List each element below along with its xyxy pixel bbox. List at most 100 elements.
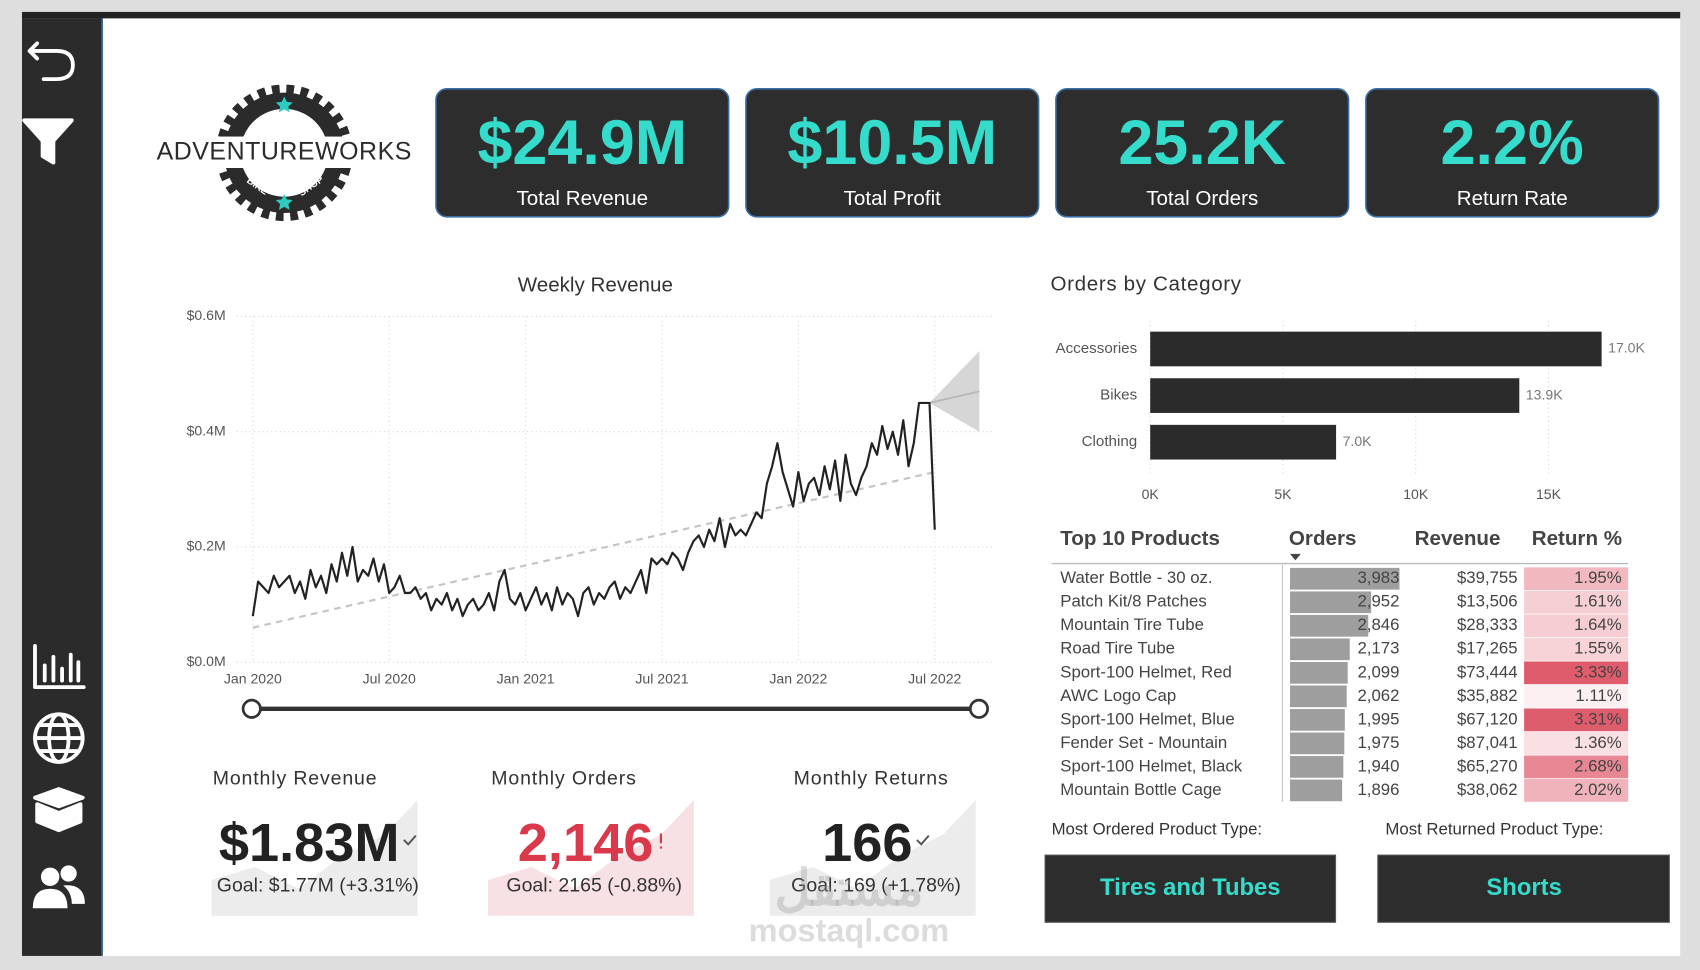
x-tick-label: Jan 2022 — [769, 670, 827, 686]
callout-box — [1044, 854, 1337, 923]
x-tick-label: Jan 2021 — [497, 670, 555, 686]
orders-cell: 2,062 — [1357, 686, 1399, 705]
revenue-cell: $65,270 — [1457, 756, 1518, 775]
return-cell-bg — [1524, 684, 1629, 708]
orders-bar — [1290, 661, 1348, 684]
kpi-label: Total Profit — [844, 187, 941, 210]
column-header[interactable]: Return % — [1532, 527, 1622, 550]
return-cell-bg — [1524, 779, 1629, 802]
product-icon[interactable] — [33, 787, 85, 833]
value-label: 17.0K — [1608, 340, 1645, 356]
slider-handle[interactable] — [968, 698, 989, 719]
logo-text: ADVENTUREWORKS — [157, 137, 412, 165]
callout-label: Most Returned Product Type: — [1385, 820, 1603, 839]
product-name: Sport-100 Helmet, Blue — [1060, 709, 1234, 728]
callout-label: Most Ordered Product Type: — [1052, 820, 1263, 839]
goal-check — [916, 834, 930, 846]
kpi-card — [435, 88, 730, 218]
sparkline-bg — [769, 799, 976, 916]
card-title: Monthly Returns — [794, 767, 949, 789]
kpi-card — [745, 88, 1040, 218]
logo-band — [162, 136, 406, 168]
value-label: 13.9K — [1526, 386, 1563, 402]
orders-bar — [1290, 638, 1350, 661]
x-tick-label: Jul 2021 — [635, 670, 688, 686]
callout-value: Shorts — [1486, 874, 1561, 901]
category-label: Accessories — [1056, 340, 1138, 357]
return-cell: 1.64% — [1574, 615, 1622, 634]
card-goal: Goal: $1.77M (+3.31%) — [217, 875, 419, 897]
back-icon[interactable] — [27, 41, 75, 82]
x-tick-label: 0K — [1142, 486, 1160, 502]
column-header[interactable]: Orders — [1289, 527, 1356, 550]
orders-bar — [1290, 732, 1345, 755]
revenue-cell: $17,265 — [1457, 639, 1518, 658]
return-cell: 2.68% — [1574, 756, 1622, 775]
value-label: 7.0K — [1343, 433, 1373, 449]
orders-cell: 1,940 — [1357, 756, 1399, 775]
date-slider[interactable] — [241, 698, 989, 719]
sparkline-bg — [211, 799, 418, 916]
kpi-label: Total Orders — [1146, 187, 1258, 210]
category-label: Bikes — [1100, 387, 1137, 404]
orders-bar — [1290, 685, 1347, 708]
return-cell-bg — [1524, 567, 1629, 591]
bar-chart: 0K 5K 10K 15K Accessories 17.0K Bikes 13.9K Clot… — [1056, 320, 1646, 502]
x-tick-label: 10K — [1403, 486, 1429, 502]
top-bar — [21, 11, 1681, 19]
revenue-cell: $73,444 — [1457, 662, 1518, 681]
orders-bar — [1290, 709, 1345, 731]
kpi-value: $24.9M — [477, 108, 687, 178]
return-cell: 3.33% — [1574, 662, 1622, 681]
logo-star — [275, 96, 293, 113]
slider-handle[interactable] — [241, 698, 262, 719]
line-chart: $0.0M $0.2M $0.4M $0.6M Jan 2020 Jul 2020 Jan … — [187, 307, 992, 686]
watermark: mostaql.com — [749, 913, 949, 949]
return-cell: 1.11% — [1575, 686, 1621, 705]
kpi-card — [1365, 88, 1660, 218]
customers-icon[interactable] — [32, 865, 85, 909]
filter-icon[interactable] — [22, 118, 74, 165]
revenue-cell: $35,882 — [1457, 686, 1518, 705]
x-tick-label: Jul 2020 — [363, 670, 416, 686]
orders-cell: 1,995 — [1357, 709, 1399, 728]
revenue-cell: $87,041 — [1457, 733, 1518, 752]
return-cell-bg — [1524, 614, 1629, 638]
globe-icon[interactable] — [33, 712, 85, 764]
x-tick-label: 15K — [1536, 486, 1562, 502]
orders-bar — [1290, 756, 1344, 778]
chart-title: Weekly Revenue — [518, 274, 673, 297]
orders-bar — [1290, 567, 1400, 590]
kpi-value: 2.2% — [1441, 108, 1584, 178]
bar — [1150, 378, 1520, 413]
product-name: Sport-100 Helmet, Black — [1060, 756, 1242, 775]
return-cell-bg — [1524, 637, 1629, 661]
y-tick-label: $0.6M — [187, 307, 226, 323]
forecast-line — [929, 390, 980, 404]
product-name: AWC Logo Cap — [1060, 686, 1176, 705]
orders-cell: 3,983 — [1357, 568, 1399, 587]
orders-bar — [1290, 779, 1343, 802]
return-cell: 1.36% — [1574, 733, 1622, 752]
report-icon[interactable] — [33, 644, 86, 690]
orders-cell: 2,952 — [1357, 592, 1399, 611]
product-name: Sport-100 Helmet, Red — [1060, 662, 1232, 681]
column-header[interactable]: Revenue — [1415, 527, 1501, 550]
return-cell-bg — [1524, 590, 1629, 614]
forecast-band — [929, 351, 980, 432]
revenue-cell: $67,120 — [1457, 709, 1518, 728]
card-value: 166 — [822, 813, 912, 873]
revenue-line — [251, 401, 936, 618]
callout-value: Tires and Tubes — [1100, 874, 1281, 901]
return-cell: 1.55% — [1574, 639, 1622, 658]
orders-cell: 1,896 — [1357, 780, 1399, 799]
orders-cell: 2,173 — [1357, 639, 1399, 658]
product-name: Patch Kit/8 Patches — [1060, 592, 1206, 611]
product-name: Mountain Bottle Cage — [1060, 780, 1221, 799]
product-name: Road Tire Tube — [1060, 639, 1175, 658]
x-tick-label: 5K — [1274, 486, 1292, 502]
card-value: 2,146 — [518, 813, 654, 873]
logo: ADVENTUREWORKS BIKE SHOP — [157, 84, 412, 222]
return-cell: 1.61% — [1574, 592, 1622, 611]
